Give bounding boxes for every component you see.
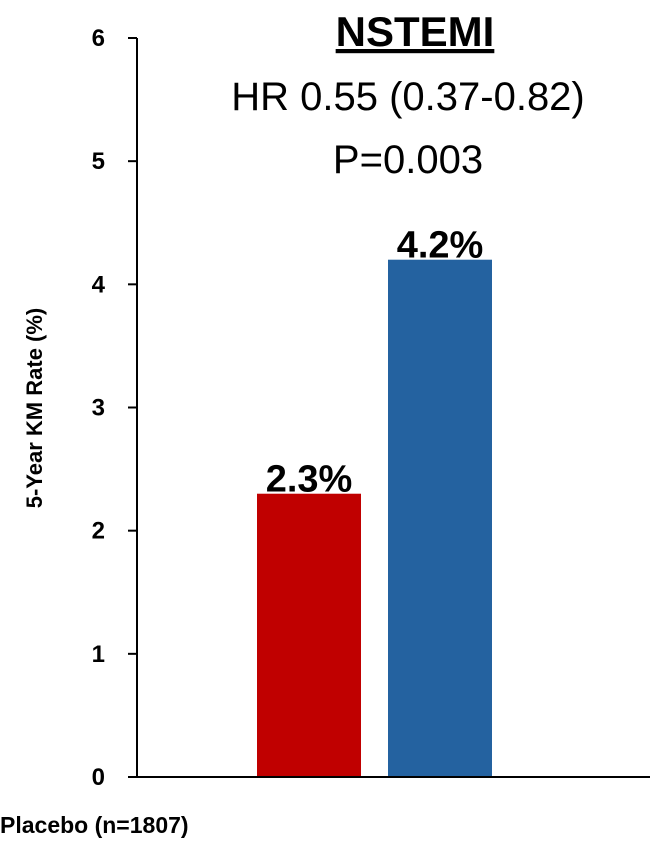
bar-1: [257, 493, 361, 777]
y-tick-label: 6: [92, 25, 105, 52]
y-axis-ticks: 0 1 2 3 4 5 6: [92, 25, 137, 791]
chart-title: NSTEMI: [336, 8, 495, 55]
y-tick-label: 4: [92, 271, 106, 298]
y-tick-label: 5: [92, 148, 105, 175]
bar-2-value-label: 4.2%: [397, 225, 484, 267]
bar-1-value-label: 2.3%: [266, 459, 353, 501]
bars: 2.3% 4.2%: [257, 225, 492, 777]
chart-subtitle-hr: HR 0.55 (0.37-0.82): [231, 75, 585, 119]
y-tick-label: 0: [92, 764, 105, 791]
y-tick-label: 1: [92, 641, 105, 668]
bar-2: [388, 259, 492, 777]
x-category-label: Placebo (n=1807): [0, 812, 189, 838]
y-axis-label: 5-Year KM Rate (%): [22, 308, 47, 509]
chart-subtitle-p: P=0.003: [333, 138, 483, 182]
y-tick-label: 2: [92, 518, 105, 545]
y-tick-label: 3: [92, 395, 105, 422]
